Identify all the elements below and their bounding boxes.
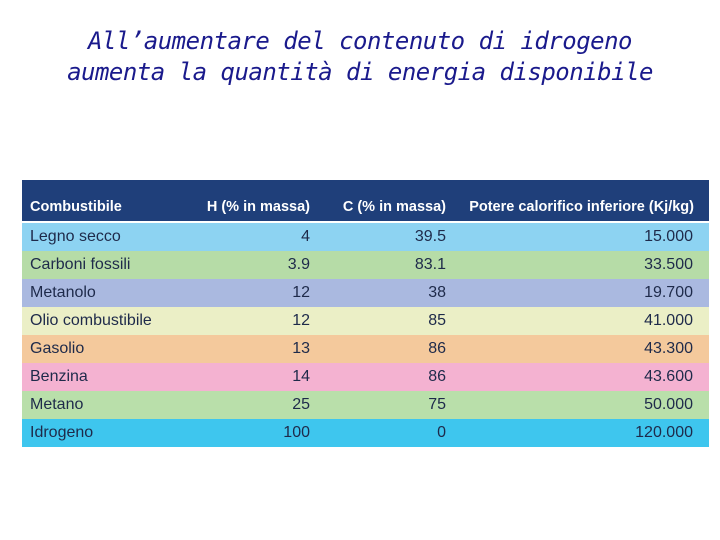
cell-carbon: 39.5	[414, 228, 446, 245]
cell-fuel-name: Olio combustibile	[30, 312, 152, 329]
cell-carbon: 86	[428, 340, 446, 357]
cell-heating-value: 50.000	[644, 396, 693, 413]
header-lower-heating-value: Potere calorifico inferiore (Kj/kg)	[469, 199, 694, 215]
table-row: Gasolio 13 86 43.300	[22, 335, 709, 363]
cell-heating-value: 15.000	[644, 228, 693, 245]
table-row: Idrogeno 100 0 120.000	[22, 419, 709, 447]
cell-fuel-name: Benzina	[30, 368, 88, 385]
cell-carbon: 86	[428, 368, 446, 385]
cell-fuel-name: Legno secco	[30, 228, 121, 245]
header-fuel: Combustibile	[30, 199, 122, 215]
cell-heating-value: 19.700	[644, 284, 693, 301]
cell-hydrogen: 14	[292, 368, 310, 385]
fuel-table: Combustibile H (% in massa) C (% in mass…	[22, 180, 709, 447]
cell-carbon: 83.1	[414, 256, 446, 273]
cell-carbon: 85	[428, 312, 446, 329]
table-header-row: Combustibile H (% in massa) C (% in mass…	[22, 180, 709, 221]
header-carbon-percent: C (% in massa)	[342, 199, 446, 215]
title-line-2: aumenta la quantità di energia disponibi…	[67, 58, 653, 86]
cell-carbon: 38	[428, 284, 446, 301]
cell-carbon: 75	[428, 396, 446, 413]
cell-hydrogen: 3.9	[287, 256, 310, 273]
table-row: Carboni fossili 3.9 83.1 33.500	[22, 251, 709, 279]
cell-hydrogen: 4	[301, 228, 310, 245]
cell-hydrogen: 13	[292, 340, 310, 357]
cell-heating-value: 33.500	[644, 256, 693, 273]
cell-heating-value: 120.000	[635, 424, 693, 441]
table-row: Metanolo 12 38 19.700	[22, 279, 709, 307]
table-row: Metano 25 75 50.000	[22, 391, 709, 419]
table-row: Legno secco 4 39.5 15.000	[22, 223, 709, 251]
cell-hydrogen: 12	[292, 312, 310, 329]
cell-fuel-name: Metanolo	[30, 284, 96, 301]
cell-hydrogen: 100	[283, 424, 310, 441]
cell-fuel-name: Idrogeno	[30, 424, 94, 441]
cell-heating-value: 43.300	[644, 340, 693, 357]
cell-carbon: 0	[437, 424, 446, 441]
table-row: Benzina 14 86 43.600	[22, 363, 709, 391]
cell-heating-value: 41.000	[644, 312, 693, 329]
slide-title: All’aumentare del contenuto di idrogeno …	[0, 26, 720, 88]
table-row: Olio combustibile 12 85 41.000	[22, 307, 709, 335]
cell-fuel-name: Metano	[30, 396, 84, 413]
header-hydrogen-percent: H (% in massa)	[206, 199, 310, 215]
cell-hydrogen: 12	[292, 284, 310, 301]
cell-fuel-name: Carboni fossili	[30, 256, 131, 273]
cell-fuel-name: Gasolio	[30, 340, 85, 357]
title-line-1: All’aumentare del contenuto di idrogeno	[87, 27, 633, 55]
cell-heating-value: 43.600	[644, 368, 693, 385]
cell-hydrogen: 25	[292, 396, 310, 413]
